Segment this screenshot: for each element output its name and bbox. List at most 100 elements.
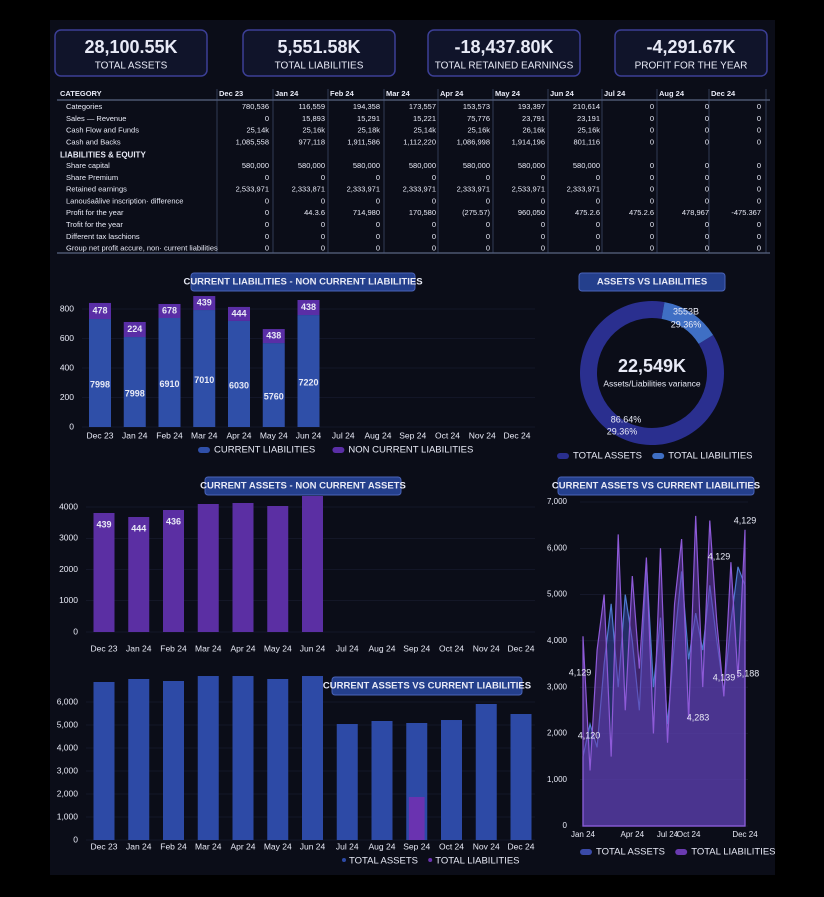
table-cell: 0 [650,244,654,253]
table-cell: 0 [705,196,709,205]
table-cell: 0 [757,244,761,253]
donut-slice [661,302,714,344]
table-cell: 15,291 [357,114,380,123]
x-tick-label: Aug 24 [365,430,392,440]
table-cell: 1,911,586 [347,137,380,146]
x-tick-label: Mar 24 [195,841,222,851]
table-cell: 580,000 [353,161,380,170]
x-tick-label: May 24 [264,643,292,653]
y-tick-label: 0 [73,834,78,844]
legend-label: TOTAL ASSETS [573,451,642,462]
kpi-card [614,29,768,77]
data-label: 444 [131,523,146,533]
bar [123,337,146,427]
kpi-value: -4,291.67K [646,37,735,57]
table-cell: 0 [650,114,654,123]
table-cell: 0 [541,232,545,241]
x-tick-label: Nov 24 [473,643,500,653]
x-tick-label: Dec 24 [732,830,758,839]
y-tick-label: 200 [60,392,74,402]
chart-title-box [578,272,726,292]
data-label: 6910 [159,379,179,389]
table-cell: 0 [321,232,325,241]
table-header: Apr 24 [440,89,464,98]
x-tick-label: Aug 24 [369,841,396,851]
x-tick-label: Jul 24 [336,841,359,851]
table-row-label: Categories [66,102,103,111]
kpi-value: 28,100.55K [84,37,177,57]
table-header: Dec 24 [711,89,736,98]
table-header: May 24 [495,89,521,98]
bar [158,303,181,318]
x-tick-label: Jul 24 [332,430,355,440]
bar [267,679,289,840]
table-cell: -475.367 [731,208,761,217]
y-tick-label: 4,000 [547,636,568,645]
x-tick-label: Feb 24 [160,643,187,653]
table-cell: 23,191 [577,114,600,123]
x-tick-label: Jan 24 [126,841,152,851]
table-cell: 0 [650,220,654,229]
table-cell: 801,116 [573,137,600,146]
annotation: 4,139 [713,672,736,682]
table-cell: 2,533,971 [512,185,545,194]
x-tick-label: Apr 24 [230,643,255,653]
bar [93,681,115,840]
table-header: Dec 23 [219,89,243,98]
table-cell: 0 [757,220,761,229]
table-cell: 0 [321,244,325,253]
table-cell: 0 [596,196,600,205]
table-cell: 0 [376,196,380,205]
data-label: 478 [92,305,107,315]
table-cell: 173,557 [409,102,436,111]
table-cell: (275.57) [462,208,490,217]
chart-title-box [557,476,755,496]
data-label: 439 [96,519,111,529]
x-tick-label: Sep 24 [403,643,430,653]
table-header: Jul 24 [604,89,626,98]
table-cell: 0 [650,232,654,241]
legend-label: TOTAL ASSETS [596,847,665,858]
kpi-label: TOTAL RETAINED EARNINGS [435,61,574,72]
table-cell: 475.2.6 [629,208,654,217]
table-cell: 75,776 [467,114,490,123]
table-cell: 170,580 [409,208,436,217]
y-tick-label: 7,000 [547,497,568,506]
table-header: Mar 24 [386,89,411,98]
table-cell: 478,967 [682,208,709,217]
table-cell: 193,397 [518,102,545,111]
x-tick-label: Apr 24 [621,830,645,839]
table-cell: 960,050 [518,208,545,217]
y-tick-label: 3000 [59,533,78,543]
table-cell: 0 [757,114,761,123]
annotation: 4,120 [578,730,601,740]
legend-label: CURRENT LIABILITIES [214,445,315,456]
x-tick-label: Nov 24 [473,841,500,851]
table-cell: 0 [705,244,709,253]
y-tick-label: 600 [60,333,74,343]
bar [302,496,323,632]
table-row-label: Sales — Revenue [66,114,126,123]
table-cell: 0 [650,196,654,205]
table-cell: 153,573 [463,102,490,111]
data-label: 7998 [90,379,110,389]
x-tick-label: Dec 24 [504,430,531,440]
donut-center-label: Assets/Liabilities variance [603,378,701,388]
table-cell: 0 [432,244,436,253]
table-cell: 0 [757,173,761,182]
table-row-label: Retained earnings [66,185,127,194]
table-cell: 0 [486,173,490,182]
data-label: 7998 [125,388,145,398]
table-cell: 25,18k [357,126,380,135]
table-cell: 0 [705,185,709,194]
bar [228,306,250,321]
table-cell: 116,559 [298,102,325,111]
table-cell: 0 [650,173,654,182]
bar [89,302,111,320]
slice-label: 29.36% [671,319,702,329]
chart-title: CURRENT ASSETS VS CURRENT LIABILITIES [552,481,760,492]
table-cell: 0 [650,161,654,170]
x-tick-label: Oct 24 [677,830,701,839]
table-cell: 25,16k [577,126,600,135]
legend-label: NON CURRENT LIABILITIES [348,445,473,456]
